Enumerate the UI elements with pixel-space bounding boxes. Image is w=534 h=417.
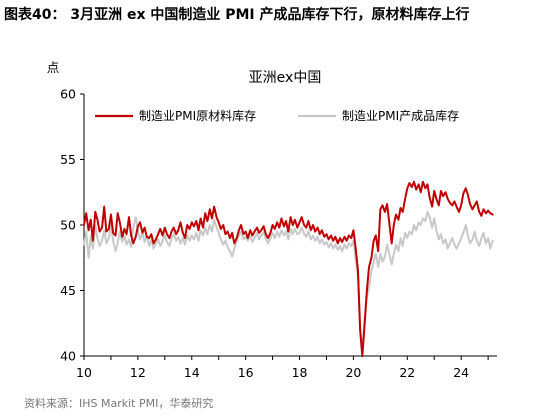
x-tick-label: 22 — [399, 365, 415, 380]
y-tick-label: 45 — [60, 283, 76, 298]
x-axis: 10 12 14 16 18 20 22 24 — [76, 355, 497, 380]
series-line-finished — [83, 210, 494, 351]
x-tick-label: 12 — [130, 365, 146, 380]
legend-label-raw: 制造业PMI原材料库存 — [139, 108, 256, 123]
chart-title: 亚洲ex中国 — [249, 70, 322, 86]
y-axis-label: 点 — [47, 60, 60, 75]
x-tick-label: 10 — [76, 365, 92, 380]
legend: 制造业PMI原材料库存 制造业PMI产成品库存 — [95, 108, 459, 123]
x-tick-label: 14 — [184, 365, 200, 380]
plot-area — [83, 180, 494, 357]
source-note: 资料来源：IHS Markit PMI，华泰研究 — [24, 397, 214, 410]
x-tick-label: 18 — [292, 365, 308, 380]
y-tick-label: 40 — [60, 349, 76, 364]
y-axis: 40 45 50 55 60 — [60, 87, 85, 364]
y-tick-label: 55 — [60, 152, 76, 167]
y-tick-label: 60 — [60, 87, 76, 102]
series-line-raw — [83, 180, 494, 357]
legend-label-finished: 制造业PMI产成品库存 — [342, 108, 459, 123]
figure-title: 图表40： 3月亚洲 ex 中国制造业 PMI 产成品库存下行，原材料库存上行 — [4, 7, 470, 23]
x-tick-label: 20 — [345, 365, 361, 380]
x-tick-label: 16 — [238, 365, 254, 380]
x-tick-label: 24 — [453, 365, 469, 380]
y-tick-label: 50 — [60, 218, 76, 233]
